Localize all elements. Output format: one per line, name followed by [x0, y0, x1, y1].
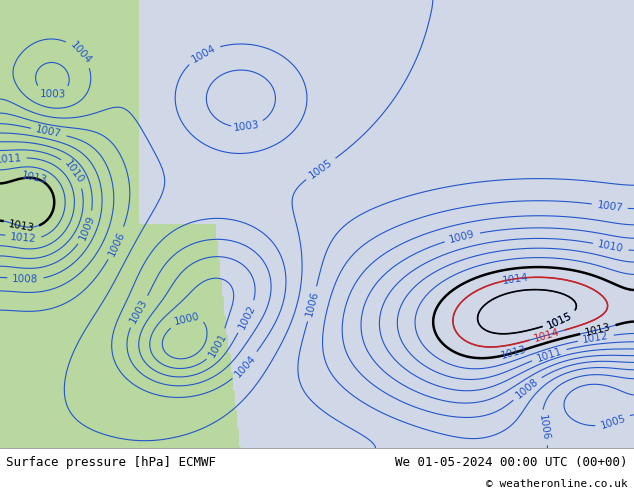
- Text: 1001: 1001: [207, 331, 229, 359]
- Text: Surface pressure [hPa] ECMWF: Surface pressure [hPa] ECMWF: [6, 456, 216, 469]
- Text: 1011: 1011: [535, 345, 563, 364]
- Text: 1000: 1000: [172, 312, 200, 327]
- Text: 1002: 1002: [236, 303, 257, 331]
- Text: 1013: 1013: [584, 322, 612, 338]
- Text: 1003: 1003: [128, 297, 150, 325]
- Text: 1012: 1012: [10, 232, 37, 245]
- Text: 1015: 1015: [546, 310, 574, 330]
- Text: 1004: 1004: [233, 353, 258, 379]
- Text: 1011: 1011: [0, 153, 22, 165]
- Text: 1008: 1008: [12, 274, 39, 285]
- Text: 1012: 1012: [582, 331, 610, 345]
- Text: 1004: 1004: [190, 43, 217, 64]
- Text: We 01-05-2024 00:00 UTC (00+00): We 01-05-2024 00:00 UTC (00+00): [395, 456, 628, 469]
- Text: 1003: 1003: [40, 89, 66, 99]
- Text: 1004: 1004: [68, 39, 93, 66]
- Text: 1003: 1003: [232, 120, 259, 133]
- Text: 1009: 1009: [77, 214, 96, 242]
- Text: 1005: 1005: [599, 413, 627, 431]
- Text: © weatheronline.co.uk: © weatheronline.co.uk: [486, 479, 628, 489]
- Text: 1014: 1014: [533, 327, 561, 343]
- Text: 1013: 1013: [20, 171, 48, 186]
- Text: 1005: 1005: [307, 157, 334, 180]
- Text: 1006: 1006: [107, 229, 127, 257]
- Text: 1013: 1013: [500, 344, 528, 361]
- Text: 1015: 1015: [546, 310, 574, 330]
- Text: 1006: 1006: [536, 414, 550, 441]
- Text: 1006: 1006: [304, 290, 320, 318]
- Text: 1009: 1009: [448, 229, 476, 245]
- Text: 1008: 1008: [514, 376, 540, 400]
- Text: 1010: 1010: [597, 240, 624, 254]
- Text: 1007: 1007: [596, 200, 623, 213]
- Text: 1010: 1010: [63, 158, 86, 186]
- Text: 1007: 1007: [35, 124, 63, 140]
- Text: 1014: 1014: [501, 272, 529, 286]
- Text: 1013: 1013: [8, 219, 35, 233]
